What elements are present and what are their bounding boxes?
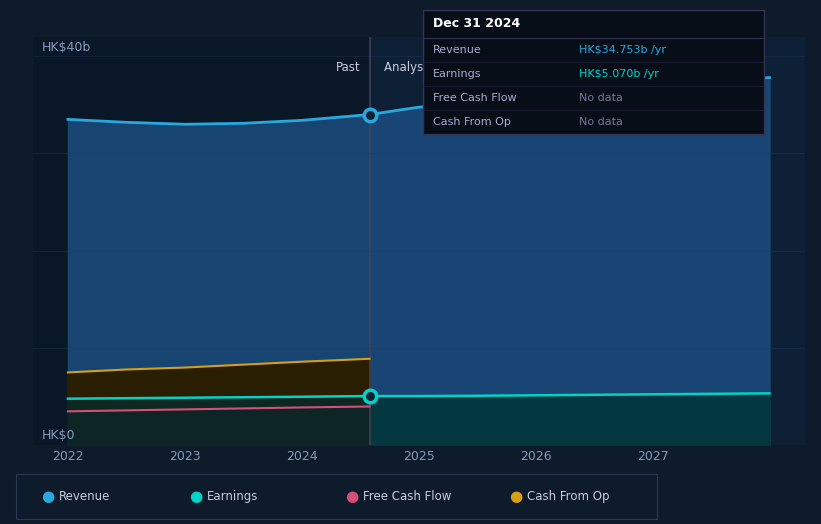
Text: ●: ● (189, 489, 202, 504)
Text: No data: No data (579, 93, 622, 103)
Text: Free Cash Flow: Free Cash Flow (433, 93, 516, 103)
Text: No data: No data (579, 117, 622, 127)
Text: Cash From Op: Cash From Op (433, 117, 511, 127)
Text: Past: Past (336, 61, 360, 74)
Text: Revenue: Revenue (433, 45, 481, 54)
Text: HK$0: HK$0 (42, 429, 76, 442)
Text: Analysts Forecasts: Analysts Forecasts (383, 61, 493, 74)
Text: Free Cash Flow: Free Cash Flow (363, 490, 452, 503)
Text: ●: ● (509, 489, 522, 504)
Text: ●: ● (345, 489, 358, 504)
Text: HK$34.753b /yr: HK$34.753b /yr (579, 45, 666, 54)
Text: Dec 31 2024: Dec 31 2024 (433, 17, 520, 30)
Text: Earnings: Earnings (433, 69, 481, 79)
Text: Earnings: Earnings (207, 490, 259, 503)
Text: Cash From Op: Cash From Op (527, 490, 609, 503)
Text: HK$5.070b /yr: HK$5.070b /yr (579, 69, 658, 79)
Text: HK$40b: HK$40b (42, 41, 91, 54)
Text: ●: ● (41, 489, 54, 504)
Bar (369, 37, 805, 445)
Bar (33, 37, 369, 445)
Text: Revenue: Revenue (59, 490, 111, 503)
